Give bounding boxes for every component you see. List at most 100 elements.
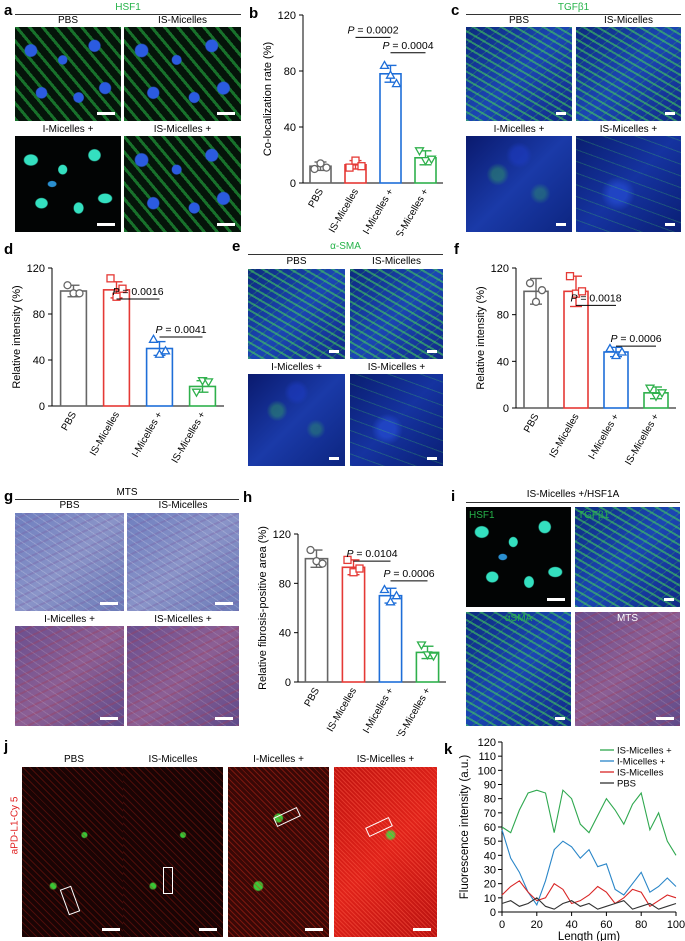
stain-title-hsf1: HSF1	[115, 2, 141, 13]
panel-letter-c: c	[451, 2, 460, 19]
y-tick-label: 40	[484, 850, 496, 862]
panel-letter-g: g	[4, 488, 14, 505]
col-label-is-micelles: IS-Micelles	[604, 15, 653, 26]
micrograph	[15, 27, 121, 121]
micrograph	[466, 612, 571, 726]
col-label-pbs: PBS	[57, 15, 78, 26]
panel-letter-f: f	[454, 241, 460, 258]
p-value-label: P = 0.0104	[346, 548, 397, 560]
legend-label: IS-Micelles	[617, 768, 664, 779]
micrograph	[350, 374, 443, 466]
bar	[563, 290, 589, 409]
micrograph	[22, 767, 126, 937]
panel-letter-k: k	[444, 741, 453, 758]
col-label-i-micelles: I-Micelles +	[42, 124, 94, 135]
data-point	[531, 297, 541, 306]
x-tick-label: IS-Micelles	[325, 686, 359, 734]
data-point	[644, 384, 656, 394]
data-point	[616, 346, 628, 356]
data-point	[355, 564, 364, 573]
data-point	[525, 279, 535, 288]
stain-title-mts: MTS	[116, 487, 138, 498]
legend-label: I-Micelles +	[617, 757, 666, 768]
micrograph	[127, 513, 239, 611]
y-tick-label: 120	[27, 263, 45, 275]
data-point	[385, 69, 396, 79]
data-point	[416, 641, 427, 651]
panel-letter-e: e	[232, 238, 241, 255]
y-tick-label: 80	[284, 66, 296, 78]
col-label-is-micelles: IS-Micelles	[158, 15, 207, 26]
col-label-pbs: PBS	[286, 256, 307, 267]
data-point	[343, 555, 352, 565]
series-line	[501, 897, 677, 910]
data-point	[391, 590, 402, 600]
micrograph	[248, 269, 345, 359]
col-label-pbs: PBS	[63, 754, 84, 765]
micrograph	[576, 136, 681, 232]
y-tick-label: 120	[278, 10, 296, 22]
panel-i-title: IS-Micelles +/HSF1A	[526, 489, 620, 500]
micrograph	[466, 27, 572, 121]
col-label-is-micelles-plus: IS-Micelles +	[367, 362, 426, 373]
micrograph	[466, 136, 572, 232]
header-rule	[15, 499, 239, 500]
y-axis-label: Fluorescence intensity (a.u.)	[459, 755, 471, 900]
bar	[523, 290, 549, 409]
header-rule	[248, 254, 443, 255]
overlay-label-asma: αSMA	[504, 613, 533, 624]
x-axis-label: Length (μm)	[558, 931, 620, 941]
p-value-label: P = 0.0004	[382, 40, 433, 52]
data-point	[426, 155, 437, 165]
x-tick-label: PBS	[307, 187, 327, 210]
x-tick-label: 60	[600, 919, 612, 931]
y-tick-label: 30	[484, 865, 496, 877]
y-axis-label: Relative fibrosis-positive area (%)	[257, 526, 269, 690]
data-point	[385, 596, 396, 606]
data-point	[316, 159, 325, 168]
data-point	[63, 281, 72, 290]
data-point	[322, 163, 331, 172]
col-label-is-micelles: IS-Micelles	[148, 754, 198, 765]
y-tick-label: 50	[484, 836, 496, 848]
x-tick-label: I-Micelles +	[587, 412, 622, 462]
x-tick-label: IS-Micelles	[327, 187, 361, 235]
x-tick-label: 40	[565, 919, 577, 931]
col-label-is-micelles: IS-Micelles	[372, 256, 421, 267]
p-value-label: P = 0.0002	[347, 24, 398, 36]
data-point	[656, 389, 668, 399]
x-tick-label: I-Micelles +	[361, 187, 396, 236]
y-tick-label: 0	[39, 401, 45, 413]
micrograph	[124, 136, 241, 232]
micrograph	[248, 374, 345, 466]
y-tick-label: 40	[33, 355, 45, 367]
data-point	[203, 378, 214, 388]
data-point	[351, 156, 360, 165]
micrograph	[575, 612, 680, 726]
x-tick-label: IS-Micelles	[88, 410, 122, 458]
y-tick-label: 70	[484, 808, 496, 820]
overlay-label-hsf1: HSF1	[469, 510, 495, 521]
micrograph	[576, 27, 681, 121]
data-point	[106, 274, 115, 283]
overlay-label-tgfb1: TGFβ1	[578, 510, 610, 521]
bar	[102, 289, 131, 407]
y-tick-label: 110	[478, 751, 496, 763]
data-point	[112, 292, 121, 301]
col-label-pbs: PBS	[508, 15, 529, 26]
header-rule	[15, 14, 241, 15]
data-point	[537, 286, 547, 295]
panel-letter-j: j	[4, 738, 9, 755]
chart-k: k 0 10 20 30 40 50 60 70 80 90 100 110 120 0 20 40 60 80 10…	[444, 737, 685, 941]
y-tick-label: 10	[484, 893, 496, 905]
col-label-is-micelles: IS-Micelles	[158, 500, 208, 511]
data-point	[428, 652, 439, 662]
y-tick-label: 90	[484, 780, 496, 792]
y-tick-label: 20	[484, 879, 496, 891]
micrograph	[15, 513, 124, 611]
legend-label: PBS	[617, 779, 636, 790]
col-label-is-micelles-plus: IS-Micelles +	[599, 124, 658, 135]
data-point	[565, 272, 575, 281]
y-axis-label: Co-localization rate (%)	[262, 42, 274, 156]
